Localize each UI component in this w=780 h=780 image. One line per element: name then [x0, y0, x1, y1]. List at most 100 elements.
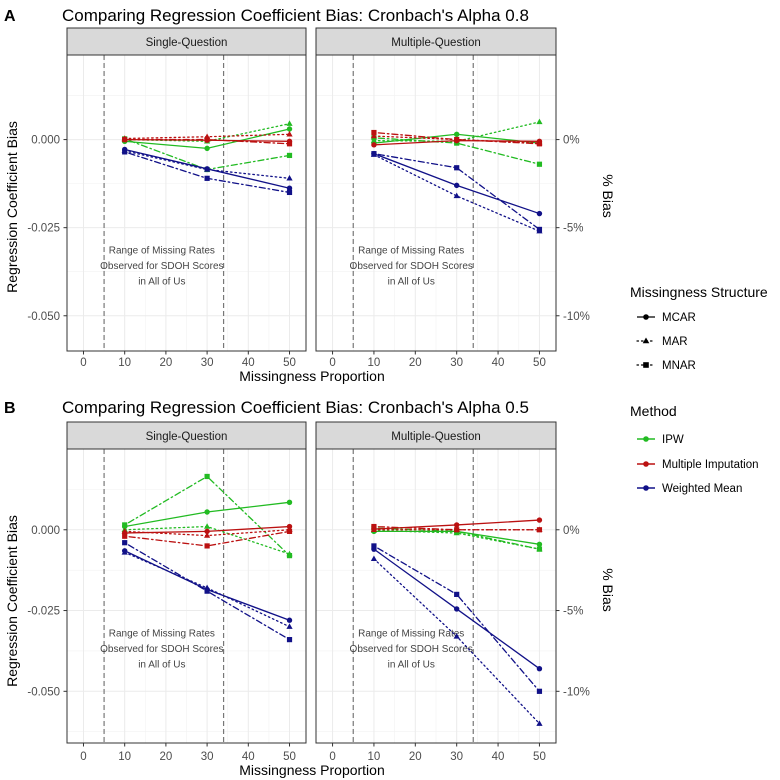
series-multiple-imputation-mnar-point — [286, 528, 293, 534]
series-ipw-mnar-point — [536, 161, 543, 167]
series-multiple-imputation-mnar-point — [371, 523, 377, 530]
series-weighted-mean-mnar-point — [286, 189, 293, 196]
legend-structure: Missingness Structure MCAR MAR MNAR — [630, 284, 768, 372]
x-tick-label: 50 — [283, 357, 296, 369]
panel-a-single-question-strip — [66, 27, 307, 56]
y-tick-label: 0.000 — [31, 135, 60, 147]
series-multiple-imputation-mcar-point — [371, 142, 377, 148]
y2-tick-label: -5% — [563, 223, 583, 235]
legend-label-weighted-mean: Weighted Mean — [662, 483, 742, 495]
series-ipw-mcar-point — [204, 509, 210, 515]
series-weighted-mean-mnar-point — [286, 637, 293, 643]
series-ipw-mcar-point — [204, 145, 210, 152]
x-tick-label: 40 — [492, 357, 505, 369]
series-ipw-mar-point — [536, 118, 543, 125]
x-tick-label: 40 — [242, 357, 255, 369]
panel-b-single-question-series — [121, 473, 293, 643]
panel-a-multiple-question-annotation-line: Range of Missing Rates — [358, 245, 464, 256]
x-tick-label: 50 — [533, 357, 546, 369]
y-axis-right-a: 0% -5% -10% — [556, 135, 590, 323]
series-weighted-mean-mcar-point — [536, 210, 543, 217]
panel-a-single-question-annotation-line: in All of Us — [138, 276, 185, 287]
x-tick-label: 10 — [368, 751, 381, 763]
series-weighted-mean-mnar-point — [454, 165, 460, 171]
series-multiple-imputation-mcar-point — [453, 522, 460, 528]
series-weighted-mean-mar-point — [204, 166, 211, 172]
y2-axis-label-a: % Bias — [600, 174, 616, 218]
panel-b-single-question-annotation-line: Range of Missing Rates — [109, 629, 215, 640]
y-axis-label-a: Regression Coefficient Bias — [4, 121, 20, 293]
y2-tick-label: -10% — [563, 311, 590, 323]
legend-item-multiple-imputation: Multiple Imputation — [637, 459, 759, 471]
series-weighted-mean-mnar-point — [536, 688, 543, 694]
series-weighted-mean-mar-point — [121, 549, 128, 555]
chart-b: Single-Question Range of Missing Rates Obs… — [27, 421, 590, 763]
panel-b-single-question-annotation-line: in All of Us — [138, 660, 185, 671]
panel-b-multiple-question-annotation-line: Observed for SDOH Scores — [350, 644, 473, 655]
series-weighted-mean-mar-point — [370, 555, 378, 562]
panel-b-single-question-x-axis: 0 10 20 30 40 50 — [80, 743, 296, 763]
x-tick-label: 40 — [492, 751, 505, 763]
series-multiple-imputation-mar-point — [204, 532, 211, 538]
series-ipw-mnar-point — [286, 553, 293, 559]
x-tick-label: 30 — [201, 751, 214, 763]
series-weighted-mean-mar-point — [286, 623, 293, 629]
panel-a-multiple-question-x-axis: 0 10 20 30 40 50 — [329, 351, 546, 369]
x-tick-label: 0 — [80, 357, 86, 369]
x-tick-label: 0 — [80, 751, 86, 763]
x-axis-label-a: Missingness Proportion — [239, 368, 385, 384]
panel-b-multiple-question-strip-label: Multiple-Question — [391, 431, 480, 443]
series-multiple-imputation-mnar-point — [122, 136, 128, 143]
series-multiple-imputation-mnar-point — [371, 129, 377, 136]
plot-area: Single-Question Range of Missing Rates Obs… — [27, 27, 590, 763]
panel-b-multiple-question-series — [370, 517, 543, 726]
legend-item-weighted-mean: Weighted Mean — [637, 483, 742, 495]
series-multiple-imputation-mnar-point — [536, 141, 543, 147]
panel-a-single-question-grid — [67, 55, 306, 351]
panel-letter-a: A — [4, 8, 16, 25]
series-multiple-imputation-mnar-point — [122, 533, 128, 539]
panel-a-multiple-question-annotation-line: in All of Us — [388, 276, 435, 287]
series-multiple-imputation-mnar-point — [286, 141, 293, 147]
panel-b-multiple-question-strip — [315, 421, 557, 450]
y-axis-right-b: 0% -5% -10% — [556, 525, 590, 698]
series-multiple-imputation-mnar-point — [454, 136, 460, 143]
x-tick-label: 20 — [159, 751, 172, 763]
series-ipw-mcar-point — [286, 499, 293, 506]
series-multiple-imputation-mcar-point — [536, 517, 543, 523]
legend-method: Method IPW Multiple Imputation Weighted … — [630, 403, 759, 495]
series-weighted-mean-mcar-point — [453, 182, 460, 189]
y2-tick-label: -5% — [563, 606, 583, 618]
series-ipw-mcar-point — [536, 541, 543, 548]
series-weighted-mean-mar-line — [124, 150, 291, 179]
series-ipw-mar-point — [286, 120, 293, 126]
panel-b-multiple-question-x-axis: 0 10 20 30 40 50 — [329, 743, 546, 763]
y2-tick-label: -10% — [563, 686, 590, 698]
panel-b-single-question-strip-label: Single-Question — [146, 431, 228, 443]
x-tick-label: 0 — [329, 751, 335, 763]
panel-a-single-question-strip-label: Single-Question — [146, 37, 228, 49]
series-weighted-mean-mcar-point — [286, 185, 293, 191]
panel-a-multiple-question-strip-label: Multiple-Question — [391, 37, 480, 49]
y-tick-label: -0.050 — [27, 686, 60, 698]
panel-b-single-question-annotation-line: Observed for SDOH Scores — [100, 644, 223, 655]
series-weighted-mean-mar-line — [373, 154, 541, 232]
panel-a-multiple-question-series — [370, 118, 543, 234]
series-ipw-mnar-point — [286, 152, 293, 159]
series-weighted-mean-mnar-line — [373, 153, 541, 231]
panel-b-single-question-border — [66, 448, 307, 744]
x-tick-label: 10 — [368, 357, 381, 369]
y-tick-label: -0.025 — [27, 606, 60, 618]
x-tick-label: 10 — [118, 357, 131, 369]
series-weighted-mean-mar-point — [286, 175, 293, 181]
series-multiple-imputation-mnar-point — [536, 527, 543, 533]
x-tick-label: 30 — [450, 357, 463, 369]
legend-structure-title: Missingness Structure — [630, 284, 768, 300]
chart-a: Single-Question Range of Missing Rates Obs… — [27, 27, 590, 369]
x-tick-label: 40 — [242, 751, 255, 763]
y2-tick-label: 0% — [563, 525, 580, 537]
panel-b-multiple-question-annotation-line: Range of Missing Rates — [358, 629, 464, 640]
panel-title-a: Comparing Regression Coefficient Bias: C… — [62, 6, 529, 25]
panel-a-single-question-border — [66, 54, 307, 352]
series-weighted-mean-mnar-point — [204, 588, 210, 594]
